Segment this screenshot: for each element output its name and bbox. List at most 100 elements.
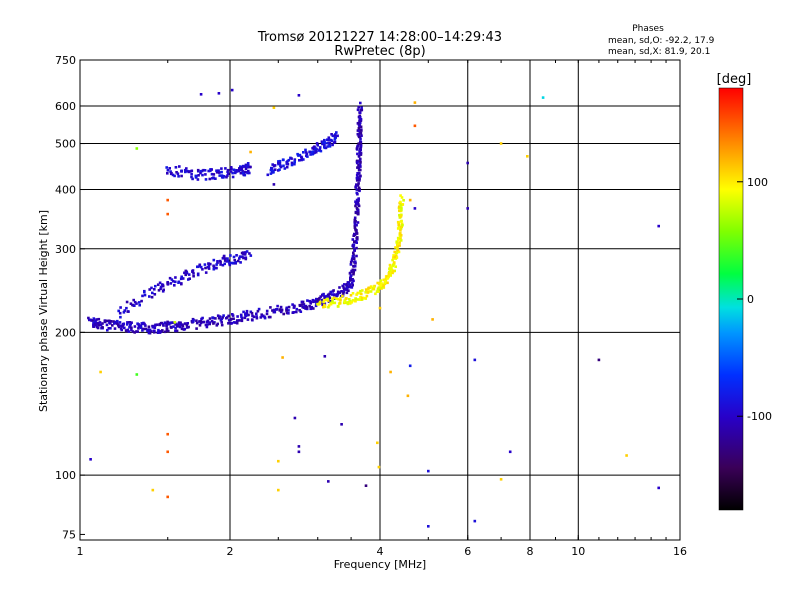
trace-point bbox=[326, 293, 330, 297]
trace-point bbox=[394, 246, 397, 249]
trace-point bbox=[393, 255, 396, 259]
trace-point bbox=[229, 170, 233, 173]
trace-point bbox=[355, 179, 359, 182]
trace-point bbox=[227, 322, 230, 325]
trace-point bbox=[130, 321, 133, 324]
trace-point bbox=[372, 285, 376, 289]
trace-point bbox=[240, 319, 244, 323]
trace-point bbox=[308, 304, 311, 308]
trace-point bbox=[271, 171, 274, 174]
trace-point bbox=[206, 323, 209, 326]
trace-point bbox=[293, 160, 296, 164]
scatter-point bbox=[657, 486, 660, 490]
trace-point bbox=[143, 293, 147, 297]
trace-point bbox=[285, 309, 288, 312]
trace-point bbox=[359, 118, 363, 121]
trace-point bbox=[311, 150, 315, 154]
trace-point bbox=[309, 302, 312, 305]
trace-point bbox=[192, 318, 195, 322]
trace-point bbox=[188, 170, 192, 173]
trace-point bbox=[166, 169, 170, 172]
scatter-point bbox=[413, 207, 417, 210]
trace-point bbox=[244, 167, 248, 170]
trace-point bbox=[235, 321, 239, 325]
trace-point bbox=[285, 306, 289, 310]
trace-point bbox=[360, 129, 363, 132]
trace-point bbox=[357, 155, 361, 158]
trace-point bbox=[269, 168, 273, 172]
trace-point bbox=[269, 172, 273, 175]
trace-point bbox=[314, 304, 318, 308]
trace-point bbox=[356, 108, 360, 112]
trace-point bbox=[349, 274, 353, 277]
trace-point bbox=[257, 307, 261, 311]
trace-point bbox=[364, 297, 367, 300]
trace-point bbox=[333, 138, 337, 141]
trace-point bbox=[238, 257, 241, 260]
colorbar-label: [deg] bbox=[717, 72, 752, 87]
data-points bbox=[87, 88, 660, 528]
trace-point bbox=[318, 148, 322, 151]
trace-point bbox=[392, 254, 395, 257]
trace-point bbox=[320, 298, 324, 302]
trace-point bbox=[282, 312, 285, 316]
trace-point bbox=[226, 168, 230, 172]
trace-point bbox=[241, 164, 245, 168]
trace-point bbox=[212, 322, 215, 325]
trace-point bbox=[119, 327, 123, 330]
trace-point bbox=[252, 315, 256, 319]
trace-point bbox=[186, 326, 189, 329]
trace-point bbox=[333, 140, 337, 144]
trace-point bbox=[348, 284, 351, 287]
x-tick-label: 4 bbox=[377, 545, 384, 558]
scatter-point bbox=[199, 93, 203, 96]
trace-point bbox=[399, 227, 403, 230]
trace-point bbox=[359, 161, 362, 164]
trace-point bbox=[394, 265, 397, 268]
trace-point bbox=[317, 302, 321, 306]
trace-point bbox=[196, 168, 200, 172]
trace-point bbox=[357, 197, 360, 201]
trace-point bbox=[165, 324, 168, 328]
trace-point bbox=[183, 168, 187, 172]
trace-point bbox=[377, 287, 381, 290]
trace-point bbox=[309, 153, 312, 156]
trace-point bbox=[179, 321, 182, 325]
scatter-point bbox=[427, 525, 430, 528]
trace-point bbox=[312, 299, 316, 303]
trace-point bbox=[358, 131, 362, 135]
trace-point bbox=[118, 311, 122, 315]
trace-point bbox=[387, 274, 390, 278]
trace-point bbox=[392, 256, 395, 259]
scatter-point bbox=[135, 373, 139, 376]
trace-point bbox=[174, 276, 177, 279]
trace-point bbox=[399, 194, 402, 197]
scatter-point bbox=[408, 364, 412, 368]
trace-point bbox=[354, 204, 357, 208]
trace-point bbox=[380, 286, 384, 289]
trace-point bbox=[353, 224, 357, 228]
trace-point bbox=[352, 272, 355, 276]
trace-point bbox=[297, 154, 300, 157]
scatter-point bbox=[272, 183, 276, 186]
trace-point bbox=[246, 162, 250, 165]
trace-point bbox=[107, 327, 111, 330]
trace-point bbox=[359, 148, 362, 151]
trace-point bbox=[185, 323, 189, 327]
trace-point bbox=[353, 222, 357, 226]
trace-point bbox=[202, 168, 205, 172]
trace-point bbox=[180, 174, 183, 178]
trace-point bbox=[243, 170, 247, 174]
trace-point bbox=[293, 162, 296, 166]
trace-point bbox=[357, 121, 360, 125]
trace-point bbox=[230, 322, 233, 325]
trace-point bbox=[352, 279, 355, 283]
trace-point bbox=[331, 297, 334, 300]
trace-point bbox=[245, 309, 249, 313]
trace-point bbox=[118, 321, 122, 324]
trace-point bbox=[335, 294, 338, 298]
trace-point bbox=[230, 167, 233, 171]
trace-point bbox=[217, 169, 220, 172]
trace-point bbox=[359, 165, 362, 168]
trace-point bbox=[180, 327, 184, 331]
